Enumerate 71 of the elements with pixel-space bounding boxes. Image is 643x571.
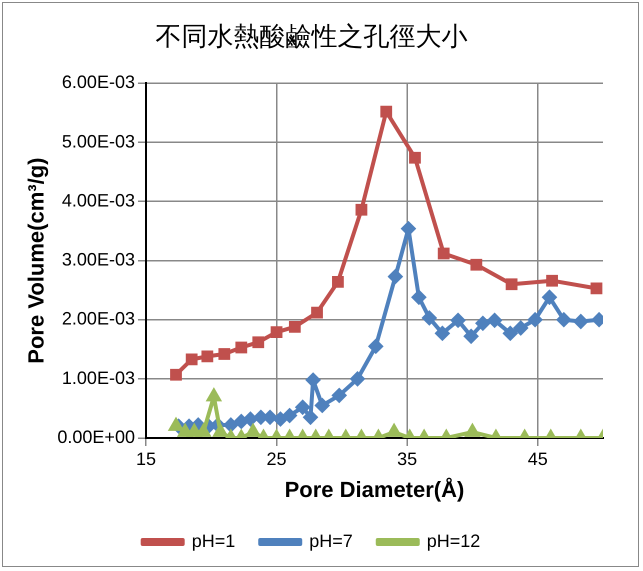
- point: [368, 339, 383, 354]
- chart-title: 不同水熱酸鹼性之孔徑大小: [156, 20, 468, 51]
- point: [186, 353, 198, 366]
- point: [422, 310, 436, 325]
- point: [488, 313, 502, 328]
- point: [438, 248, 450, 260]
- point: [296, 400, 310, 414]
- point: [470, 258, 482, 271]
- point: [388, 270, 402, 284]
- y-tick-label: 4.00E-03: [62, 190, 135, 210]
- point: [476, 316, 490, 330]
- y-tick-label: 1.00E-03: [62, 368, 135, 388]
- y-tick-label: 0.00E+00: [57, 426, 135, 447]
- legend-label: pH=7: [309, 530, 353, 551]
- point: [350, 372, 365, 386]
- point: [252, 336, 264, 348]
- x-tick-label: 15: [136, 448, 156, 469]
- point: [315, 398, 330, 412]
- point: [503, 326, 518, 340]
- point: [282, 408, 297, 423]
- x-tick-label: 25: [266, 448, 287, 469]
- point: [201, 350, 214, 362]
- legend-label: pH=12: [426, 530, 480, 551]
- point: [506, 278, 518, 290]
- point: [466, 424, 480, 437]
- point: [590, 282, 602, 294]
- x-tick-label: 45: [528, 448, 548, 469]
- y-tick-label: 3.00E-03: [62, 250, 135, 270]
- point: [380, 106, 392, 118]
- point: [412, 290, 426, 304]
- point: [170, 368, 182, 381]
- point: [234, 414, 248, 428]
- point: [273, 412, 288, 426]
- point: [332, 388, 346, 402]
- point: [270, 326, 282, 338]
- point: [188, 424, 202, 437]
- y-tick-label: 6.00E-03: [62, 72, 135, 92]
- point: [546, 274, 558, 287]
- x-axis-title: Pore Diameter(Å): [284, 476, 464, 502]
- point: [528, 312, 542, 327]
- point: [409, 152, 421, 164]
- point: [435, 326, 450, 340]
- point: [311, 306, 323, 319]
- y-tick-label: 5.00E-03: [62, 131, 135, 152]
- point: [246, 424, 260, 437]
- point: [401, 222, 416, 236]
- x-tick-label: 35: [397, 448, 418, 469]
- point: [207, 389, 221, 402]
- y-tick-label: 2.00E-03: [62, 308, 135, 329]
- point: [196, 424, 210, 437]
- point: [574, 314, 588, 329]
- y-axis-title: Pore Volume(cm³/g): [23, 158, 48, 364]
- point: [464, 329, 478, 344]
- point: [542, 290, 556, 304]
- point: [288, 320, 301, 333]
- point: [224, 418, 238, 432]
- point: [304, 410, 318, 424]
- point: [451, 313, 466, 328]
- point: [387, 424, 401, 437]
- point: [169, 418, 183, 431]
- point: [235, 342, 248, 354]
- point: [218, 348, 230, 360]
- point: [243, 412, 258, 426]
- point: [332, 276, 344, 288]
- point: [556, 312, 571, 327]
- point: [306, 373, 320, 388]
- legend-label: pH=1: [192, 530, 236, 551]
- point: [356, 204, 368, 216]
- point: [214, 424, 228, 437]
- point: [514, 321, 528, 336]
- point: [178, 424, 192, 437]
